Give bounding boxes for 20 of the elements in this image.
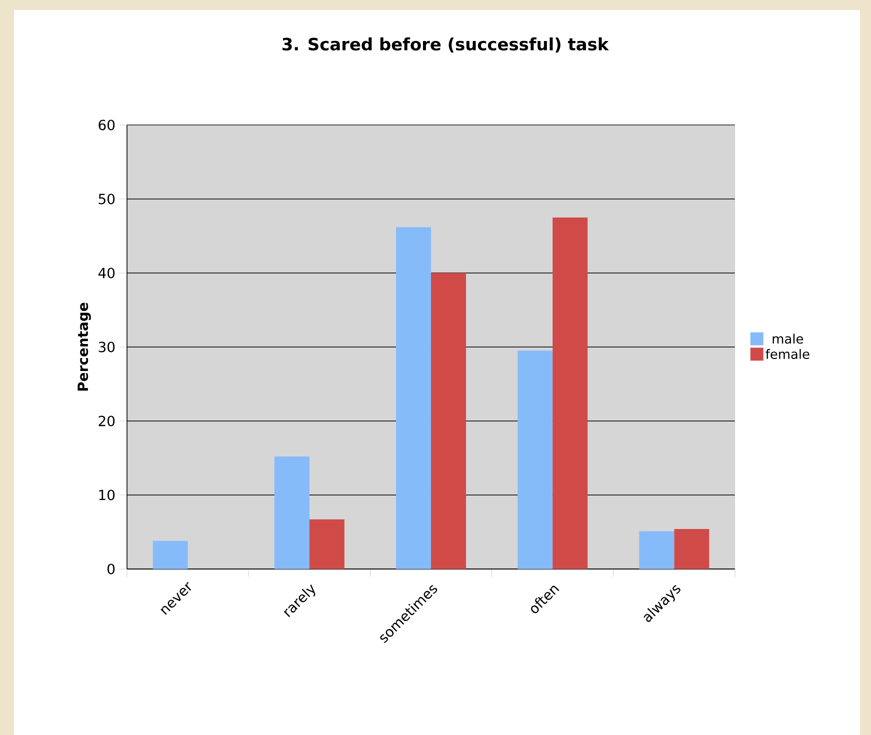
chart-title: 3. Scared before (successful) task [282, 37, 609, 53]
bar [552, 217, 588, 569]
y-tick-label: 50 [98, 194, 115, 204]
y-tick-label: 10 [99, 490, 115, 500]
y-tick-label: 40 [98, 268, 115, 278]
y-tick-label: 0 [108, 564, 115, 574]
bar [274, 456, 310, 569]
bar [309, 519, 344, 569]
y-axis-title: Percentage [78, 302, 91, 391]
bar [674, 529, 710, 569]
y-tick-label: 20 [98, 416, 115, 426]
bar [431, 272, 466, 569]
y-tick-label: 60 [98, 120, 115, 130]
y-tick-label: 30 [98, 342, 115, 352]
bar [518, 350, 553, 569]
bar [639, 531, 674, 569]
bar [152, 540, 188, 569]
legend-label: female [766, 348, 810, 360]
bar [396, 227, 432, 569]
legend-label: male [772, 334, 804, 344]
